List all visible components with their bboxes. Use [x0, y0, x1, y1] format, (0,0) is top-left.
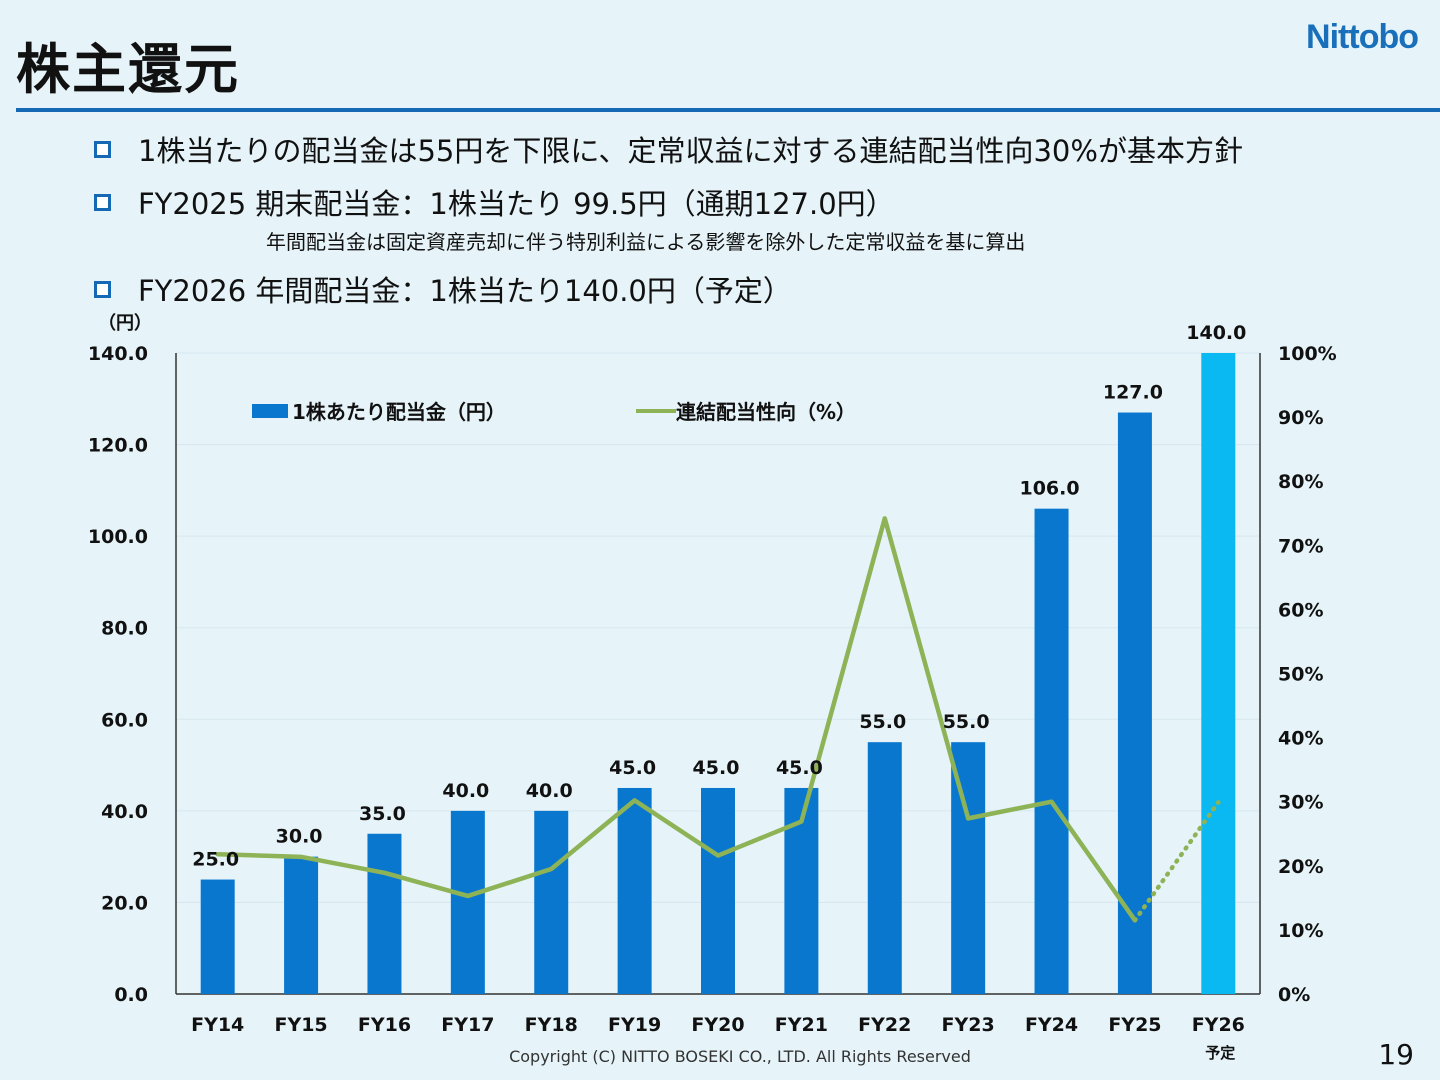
x-tick-sublabel: 予定: [1205, 1044, 1235, 1062]
bullet-item: FY2025 期末配当金：1株当たり 99.5円（通期127.0円）: [94, 181, 895, 223]
square-bullet-icon: [94, 280, 111, 298]
x-tick-label: FY22: [858, 1014, 911, 1036]
bar-FY22: [867, 742, 902, 994]
bar-FY15: [284, 856, 319, 994]
bar-value-label: 45.0: [609, 757, 656, 779]
y2-tick-label: 30%: [1278, 792, 1323, 814]
company-logo: Nittobo: [1306, 18, 1419, 56]
x-tick-label: FY25: [1108, 1014, 1161, 1036]
bar-FY25: [1117, 412, 1152, 994]
bar-value-label: 45.0: [693, 757, 740, 779]
x-tick-label: FY15: [274, 1014, 327, 1036]
bullet-item: FY2026 年間配当金：1株当たり140.0円（予定）: [94, 268, 792, 310]
bar-value-label: 127.0: [1103, 382, 1163, 404]
bar-FY24: [1034, 508, 1069, 994]
square-bullet-icon: [94, 140, 111, 158]
legend-line-label: 連結配当性向（%）: [676, 400, 856, 424]
y2-tick-label: 60%: [1278, 599, 1323, 621]
x-tick-label: FY20: [691, 1014, 744, 1036]
bar-FY16: [367, 833, 402, 994]
bar-value-label: 30.0: [276, 826, 323, 848]
bullet-text: FY2026 年間配当金：1株当たり140.0円（予定）: [138, 274, 792, 308]
y2-tick-label: 80%: [1278, 471, 1323, 493]
bullet-text: 1株当たりの配当金は55円を下限に、定常収益に対する連結配当性向30%が基本方針: [138, 134, 1243, 168]
x-tick-label: FY23: [942, 1014, 995, 1036]
x-tick-label: FY18: [525, 1014, 578, 1036]
y-axis-unit-label: （円）: [98, 313, 152, 334]
title-divider: [16, 108, 1440, 112]
bar-FY20: [701, 787, 735, 994]
legend-bar-swatch: [252, 404, 288, 418]
bar-value-label: 40.0: [526, 780, 573, 802]
bar-value-label: 106.0: [1019, 478, 1079, 500]
y-tick-label: 140.0: [88, 343, 148, 365]
y2-tick-label: 10%: [1278, 920, 1323, 942]
x-tick-label: FY21: [775, 1014, 828, 1036]
y-tick-label: 100.0: [88, 526, 148, 548]
bar-value-label: 55.0: [943, 711, 990, 733]
x-tick-label: FY19: [608, 1014, 661, 1036]
square-bullet-icon: [94, 193, 111, 211]
y2-tick-label: 40%: [1278, 728, 1323, 750]
y2-tick-label: 0%: [1278, 984, 1310, 1006]
y2-tick-label: 50%: [1278, 664, 1323, 686]
x-tick-label: FY14: [191, 1014, 244, 1036]
page-title: 株主還元: [16, 38, 240, 101]
bar-FY14: [200, 879, 235, 994]
payout-ratio-line: [215, 516, 1138, 923]
x-tick-label: FY24: [1025, 1014, 1078, 1036]
page-number: 19: [1378, 1038, 1414, 1071]
bar-value-label: 40.0: [442, 780, 489, 802]
y-tick-label: 120.0: [88, 435, 148, 457]
y2-tick-label: 100%: [1278, 343, 1337, 365]
y2-tick-label: 70%: [1278, 535, 1323, 557]
bar-FY26: [1201, 353, 1236, 994]
bar-value-label: 55.0: [859, 711, 906, 733]
y-tick-label: 0.0: [114, 984, 148, 1006]
bar-FY17: [450, 810, 485, 994]
y2-tick-label: 90%: [1278, 407, 1323, 429]
x-tick-label: FY17: [441, 1014, 494, 1036]
bar-value-label: 25.0: [192, 849, 239, 871]
bar-value-label: 45.0: [776, 757, 823, 779]
bar-FY18: [534, 810, 569, 994]
x-tick-label: FY26: [1192, 1014, 1245, 1036]
bullet-note: 年間配当金は固定資産売却に伴う特別利益による影響を除外した定常収益を基に算出: [266, 230, 1026, 254]
y-tick-label: 80.0: [101, 618, 148, 640]
y-tick-label: 60.0: [101, 709, 148, 731]
y2-tick-label: 20%: [1278, 856, 1323, 878]
copyright-footer: Copyright (C) NITTO BOSEKI CO., LTD. All…: [509, 1047, 971, 1066]
bullet-item: 1株当たりの配当金は55円を下限に、定常収益に対する連結配当性向30%が基本方針: [94, 128, 1243, 170]
bullet-text: FY2025 期末配当金：1株当たり 99.5円（通期127.0円）: [138, 187, 895, 221]
x-tick-label: FY16: [358, 1014, 411, 1036]
y-tick-label: 20.0: [101, 892, 148, 914]
payout-ratio-forecast-line: [1132, 800, 1221, 923]
bar-FY19: [617, 787, 652, 994]
bar-value-label: 35.0: [359, 803, 406, 825]
bar-value-label: 140.0: [1186, 322, 1246, 344]
y-tick-label: 40.0: [101, 801, 148, 823]
legend-bar-label: 1株あたり配当金（円）: [292, 400, 506, 424]
